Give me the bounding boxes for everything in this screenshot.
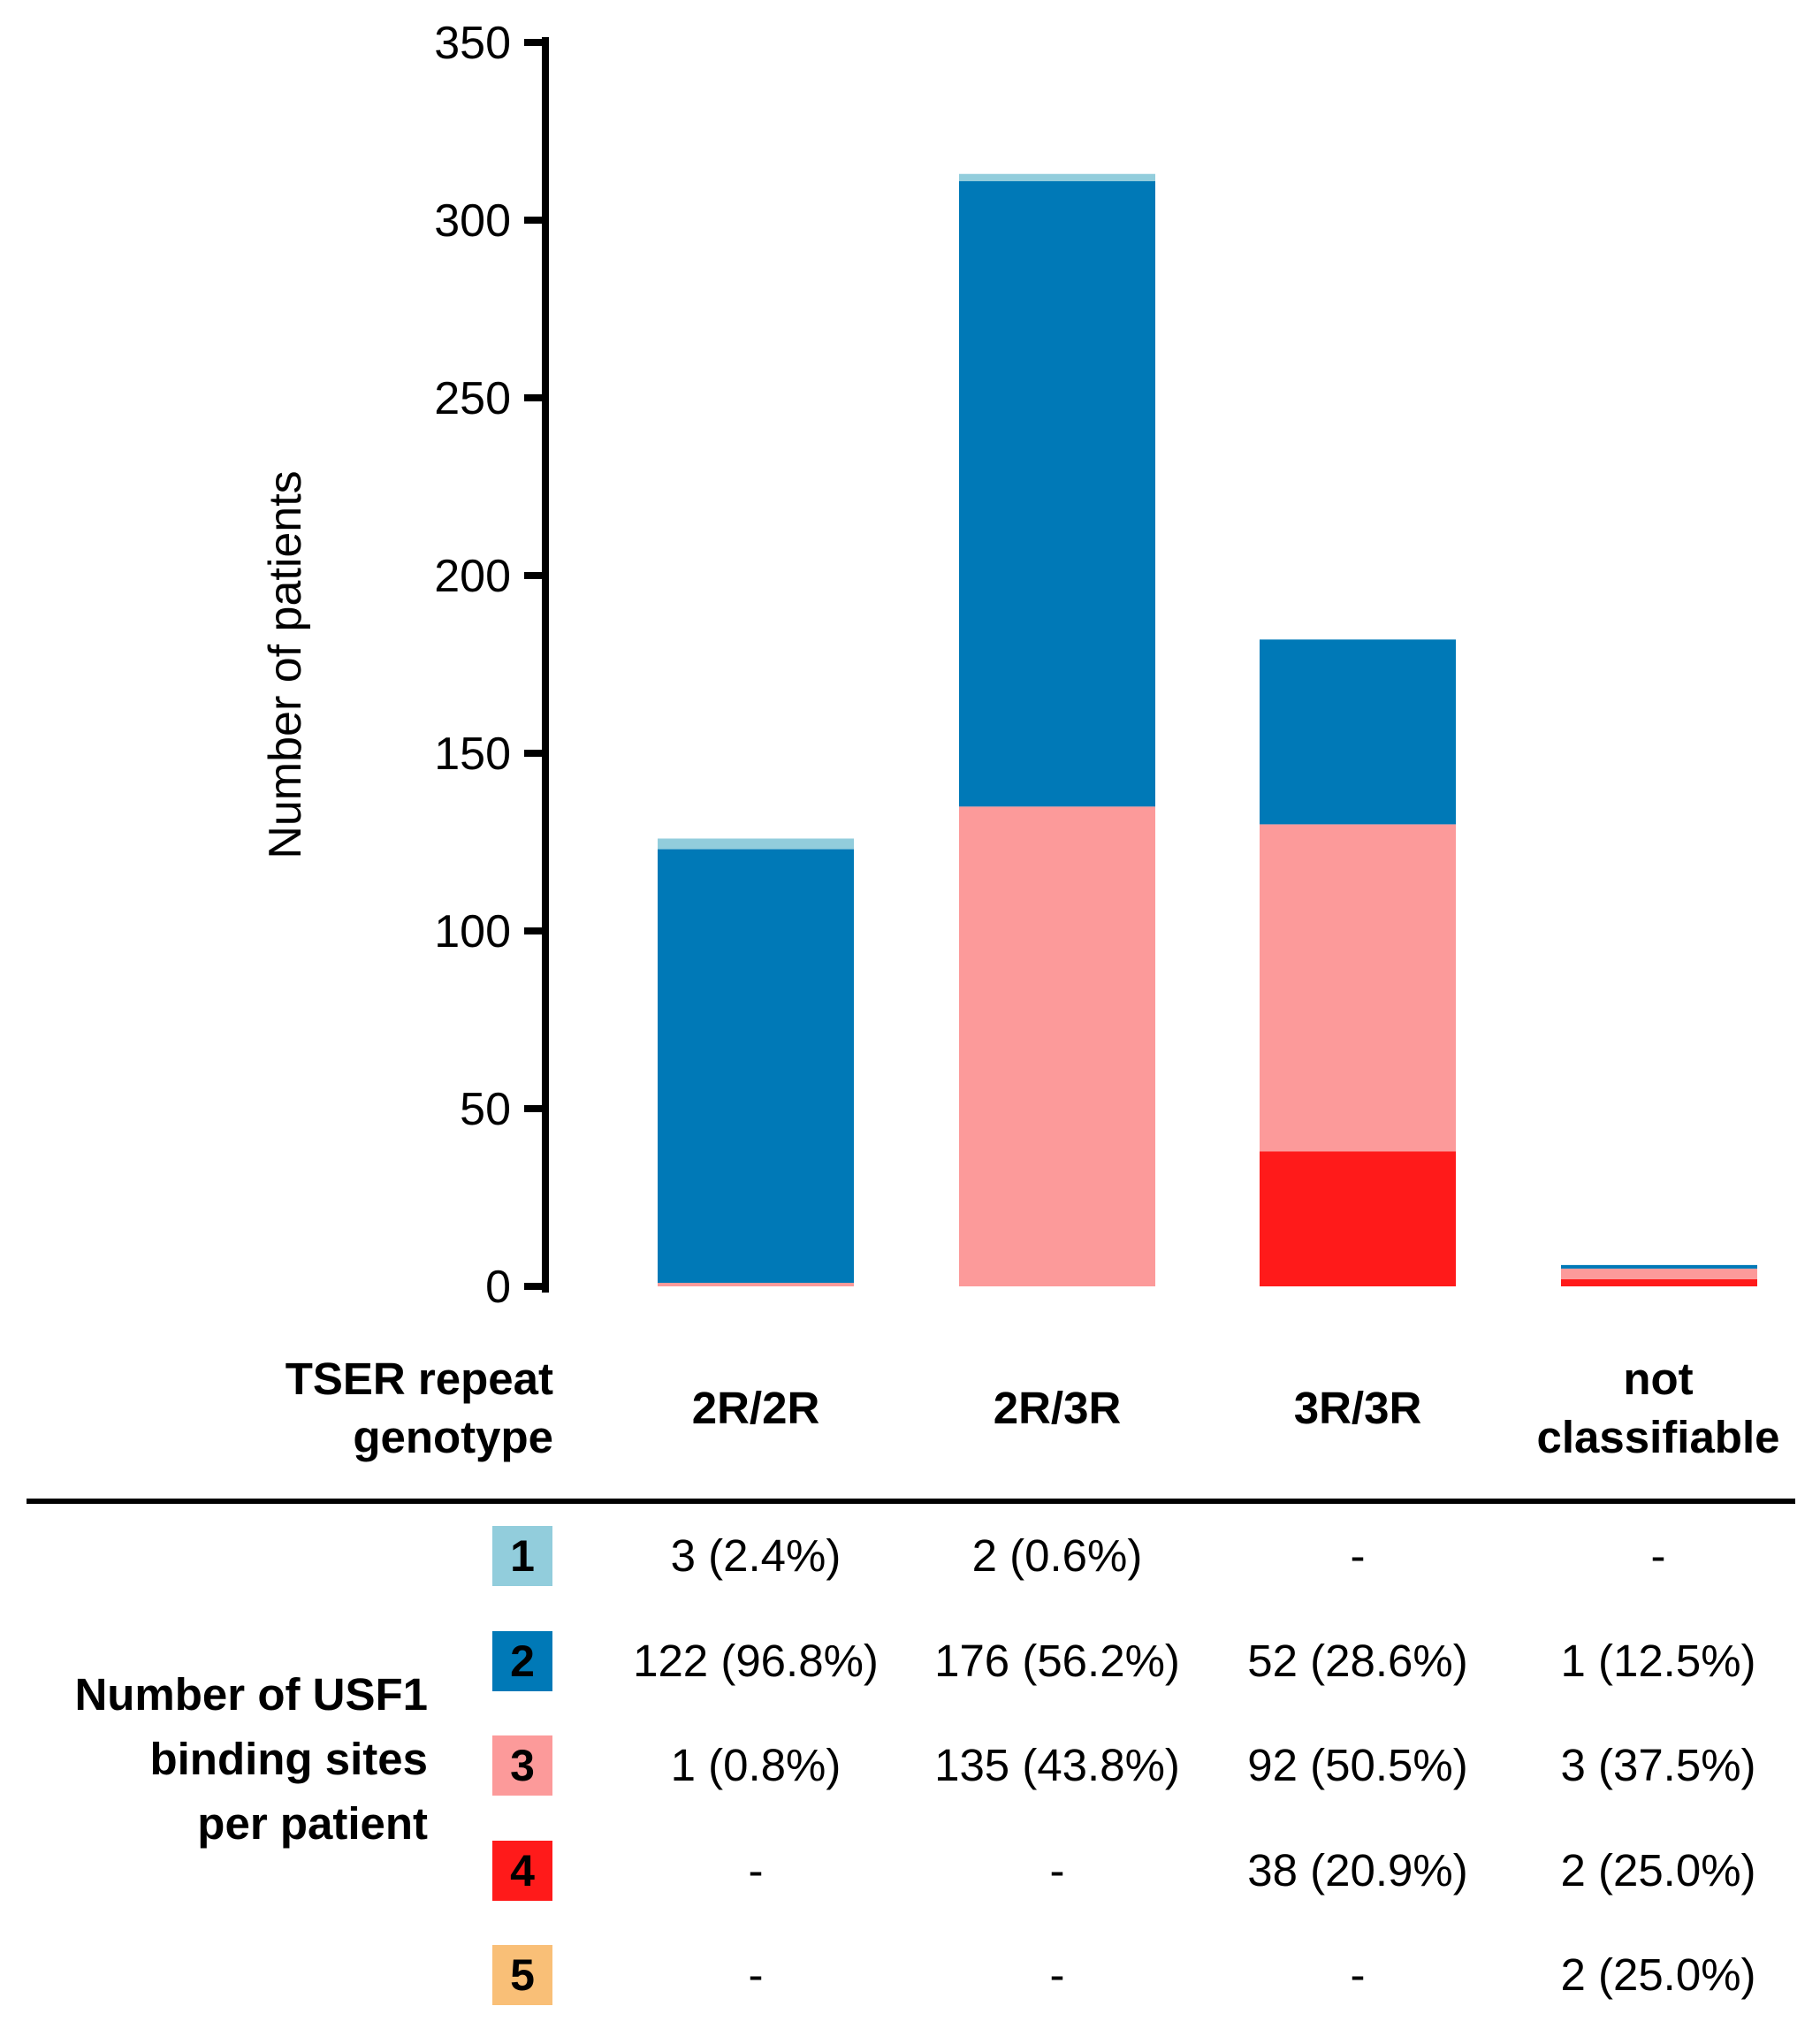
table-divider <box>27 1499 1795 1504</box>
bar-segment-not-classifiable-sites-3 <box>1561 1268 1757 1279</box>
bar-segment-2r-3r-sites-3 <box>959 806 1155 1286</box>
bar-segment-3r-3r-sites-2 <box>1260 639 1456 825</box>
bar-segment-2r-2r-sites-3 <box>658 1282 854 1286</box>
table-cell: - <box>1350 1530 1366 1581</box>
column-header-text: classifiable <box>1536 1412 1780 1462</box>
table-cell: 2 (0.6%) <box>971 1530 1143 1581</box>
bar-segment-2r-3r-sites-2 <box>959 180 1155 807</box>
bar-segment-3r-3r-sites-4 <box>1260 1151 1456 1286</box>
table-cell: 38 (20.9%) <box>1247 1845 1468 1896</box>
bars <box>658 173 1757 1286</box>
table-cell: - <box>748 1949 764 2000</box>
column-header-text: 2R/2R <box>691 1383 820 1433</box>
column-header-text: not <box>1623 1354 1694 1404</box>
table-cell: 3 (37.5%) <box>1560 1740 1756 1790</box>
table-cell: 2 (25.0%) <box>1560 1845 1756 1896</box>
bar-segment-2r-2r-sites-2 <box>658 849 854 1283</box>
genotype-header-line2: genotype <box>353 1412 553 1462</box>
table-cell: - <box>1650 1530 1666 1581</box>
y-tick-label: 150 <box>434 728 511 780</box>
genotype-header-line1: TSER repeat <box>285 1354 553 1404</box>
table-cell: - <box>1350 1949 1366 2000</box>
table-cell: 1 (12.5%) <box>1560 1636 1756 1686</box>
table-cell: 3 (2.4%) <box>670 1530 841 1581</box>
bar-segment-2r-2r-sites-1 <box>658 838 854 850</box>
table-cell: 2 (25.0%) <box>1560 1949 1756 2000</box>
site-swatch-2: 2 <box>492 1631 552 1691</box>
y-tick-label: 250 <box>434 373 511 424</box>
table-cell: - <box>748 1845 764 1896</box>
column-header-not-classifiable: not classifiable <box>1508 1350 1809 1467</box>
bar-segment-3r-3r-sites-3 <box>1260 824 1456 1152</box>
stacked-bar-chart: 0 50 100 150 200 250 300 350 Number of patients <box>260 18 1757 1313</box>
site-swatch-4: 4 <box>492 1841 552 1901</box>
bar-segment-not-classifiable-sites-2 <box>1561 1264 1757 1269</box>
y-tick-label: 350 <box>434 18 511 69</box>
table-cell: 1 (0.8%) <box>670 1740 841 1790</box>
y-tick-label: 100 <box>434 906 511 957</box>
site-swatch-1: 1 <box>492 1526 552 1586</box>
table-cell: - <box>1049 1845 1065 1896</box>
y-tick-label: 200 <box>434 551 511 602</box>
table-cell: 135 (43.8%) <box>934 1740 1180 1790</box>
site-swatch-3: 3 <box>492 1735 552 1796</box>
y-axis-ticks: 0 50 100 150 200 250 300 350 <box>434 18 545 1313</box>
y-axis-label: Number of patients <box>260 470 311 858</box>
column-header-text: 2R/3R <box>993 1383 1122 1433</box>
genotype-header-label: TSER repeat genotype <box>0 1350 553 1467</box>
column-header-3r3r: 3R/3R <box>1207 1350 1508 1467</box>
site-swatch-5: 5 <box>492 1945 552 2005</box>
bar-segment-2r-3r-sites-1 <box>959 173 1155 181</box>
usf1-sites-label-line1: Number of USF1 <box>74 1669 428 1720</box>
table-cell: 52 (28.6%) <box>1247 1636 1468 1686</box>
bar-segment-not-classifiable-sites-4 <box>1561 1278 1757 1286</box>
column-header-2r2r: 2R/2R <box>605 1350 906 1467</box>
y-tick-label: 50 <box>460 1084 511 1135</box>
table-cell: 176 (56.2%) <box>934 1636 1180 1686</box>
usf1-sites-label-line2: binding sites <box>149 1734 428 1784</box>
usf1-sites-label-line3: per patient <box>197 1798 428 1849</box>
table-cell: 92 (50.5%) <box>1247 1740 1468 1790</box>
usf1-sites-label: Number of USF1 binding sites per patient <box>0 1662 428 1856</box>
table-cell: 122 (96.8%) <box>633 1636 879 1686</box>
y-tick-label: 0 <box>485 1262 511 1313</box>
table-cell: - <box>1049 1949 1065 2000</box>
column-header-text: 3R/3R <box>1293 1383 1422 1433</box>
y-tick-label: 300 <box>434 195 511 247</box>
column-header-2r3r: 2R/3R <box>907 1350 1207 1467</box>
